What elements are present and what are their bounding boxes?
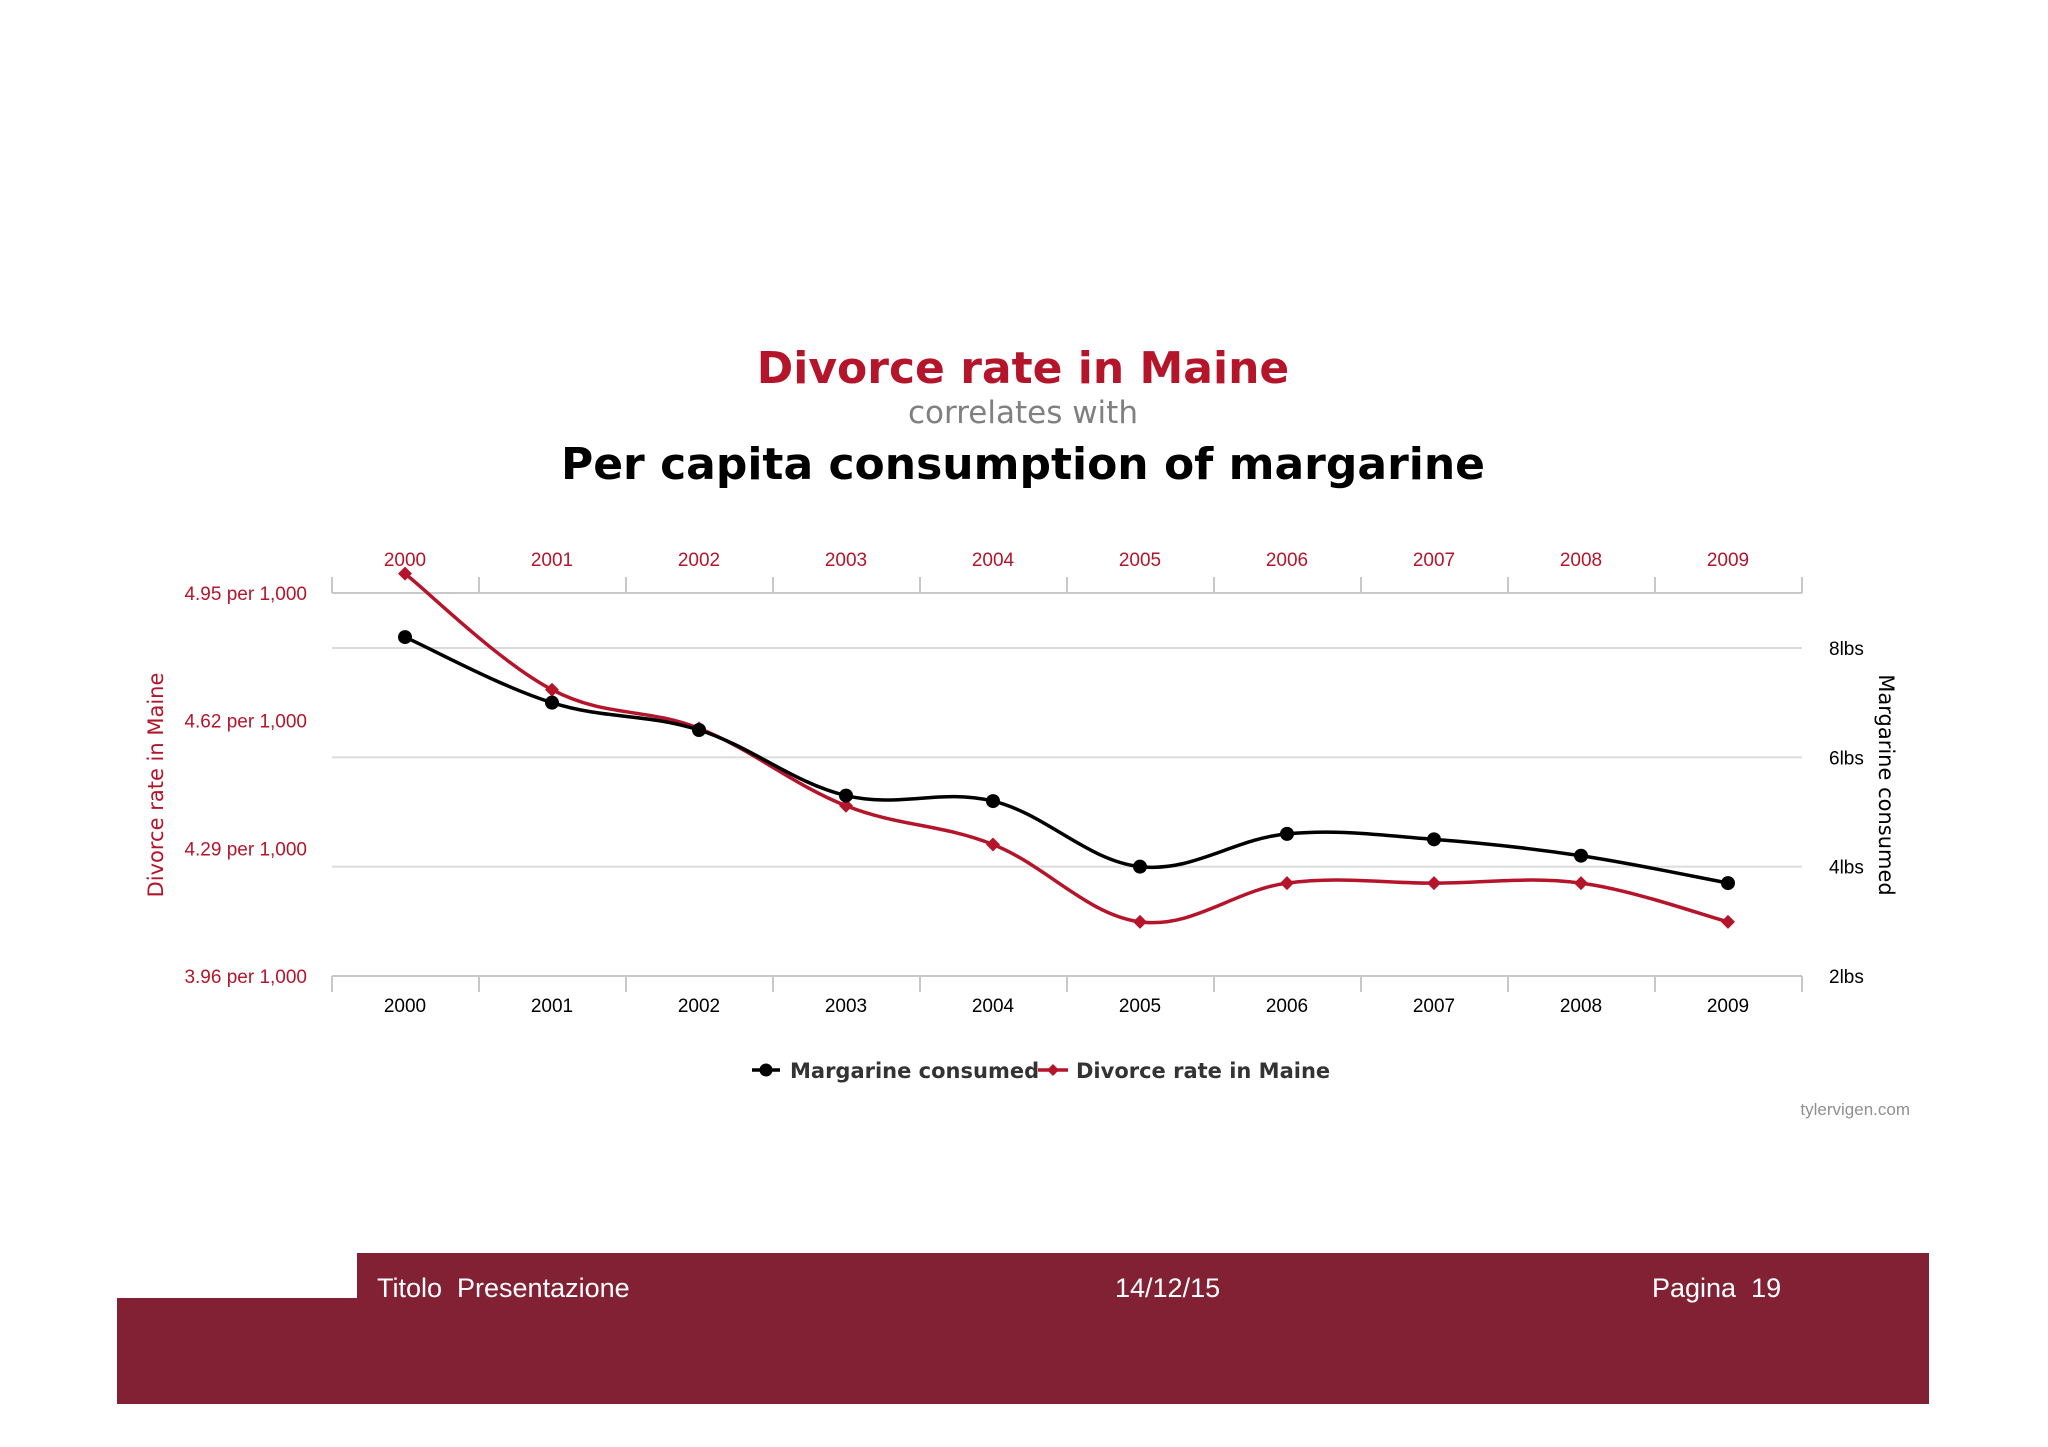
top-x-tick-label: 2000 [384,550,426,571]
legend-marker-margarine [759,1063,773,1077]
data-point-divorce-rate-in-maine [1574,876,1588,891]
right-y-tick-label: 2lbs [1829,967,1864,988]
top-x-tick-label: 2006 [1266,550,1308,571]
left-y-tick-label: 4.95 per 1,000 [184,584,307,605]
data-point-margarine-consumed [1280,826,1294,841]
bottom-x-tick-label: 2004 [972,996,1015,1017]
top-x-tick-label: 2007 [1413,550,1455,571]
top-x-tick-label: 2004 [972,550,1015,571]
data-point-divorce-rate-in-maine [545,682,559,697]
top-x-tick-label: 2002 [678,550,720,571]
bottom-x-tick-label: 2000 [384,996,426,1017]
bottom-x-tick-label: 2008 [1560,996,1602,1017]
data-point-divorce-rate-in-maine [839,798,853,813]
top-x-tick-label: 2001 [531,550,573,571]
data-point-margarine-consumed [986,794,1000,809]
data-point-divorce-rate-in-maine [1721,914,1735,929]
legend-marker-divorce [1047,1064,1059,1076]
chart-title-secondary: Per capita consumption of margarine [561,439,1485,490]
top-x-tick-label: 2008 [1560,550,1602,571]
top-x-tick-label: 2009 [1707,550,1749,571]
data-point-margarine-consumed [398,630,412,645]
bottom-x-tick-label: 2006 [1266,996,1308,1017]
bottom-x-tick-label: 2009 [1707,996,1749,1017]
chart-subtitle: correlates with [908,395,1138,431]
footer-accent-block [117,1298,357,1404]
top-x-tick-label: 2003 [825,550,867,571]
data-point-margarine-consumed [1721,876,1735,891]
bottom-x-tick-label: 2002 [678,996,720,1017]
bottom-x-tick-label: 2001 [531,996,573,1017]
data-point-margarine-consumed [1574,848,1588,863]
footer-title: Titolo Presentazione [377,1273,630,1303]
data-point-divorce-rate-in-maine [986,837,1000,852]
left-axis-title: Divorce rate in Maine [144,673,168,898]
series-line-margarine-consumed [404,635,1729,885]
bottom-x-tick-label: 2003 [825,996,867,1017]
footer-date: 14/12/15 [1115,1273,1221,1303]
data-point-margarine-consumed [692,723,706,737]
data-point-divorce-rate-in-maine [398,566,412,581]
data-point-margarine-consumed [1427,832,1441,847]
right-y-tick-label: 8lbs [1829,639,1864,660]
right-y-tick-label: 6lbs [1829,748,1864,769]
series-line-divorce-rate-in-maine [403,572,1729,925]
data-point-divorce-rate-in-maine [1133,914,1147,929]
left-y-tick-label: 4.29 per 1,000 [184,839,307,860]
right-axis-title: Margarine consumed [1874,674,1898,895]
data-point-divorce-rate-in-maine [1427,876,1441,891]
data-point-margarine-consumed [545,695,559,710]
footer-band [357,1253,1929,1404]
top-x-tick-label: 2005 [1119,550,1161,571]
credit-text: tylervigen.com [1800,1100,1910,1119]
right-y-tick-label: 4lbs [1829,858,1864,879]
footer-page-number: Pagina 19 [1652,1273,1782,1303]
data-point-divorce-rate-in-maine [1280,876,1294,891]
data-point-margarine-consumed [839,788,853,803]
bottom-x-tick-label: 2007 [1413,996,1455,1017]
legend-label-divorce: Divorce rate in Maine [1076,1059,1330,1083]
bottom-x-tick-label: 2005 [1119,996,1161,1017]
data-point-margarine-consumed [1133,859,1147,874]
left-y-tick-label: 4.62 per 1,000 [184,712,307,733]
chart-title: Divorce rate in Maine [757,343,1290,394]
legend-label-margarine: Margarine consumed [790,1059,1039,1083]
left-y-tick-label: 3.96 per 1,000 [184,967,307,988]
